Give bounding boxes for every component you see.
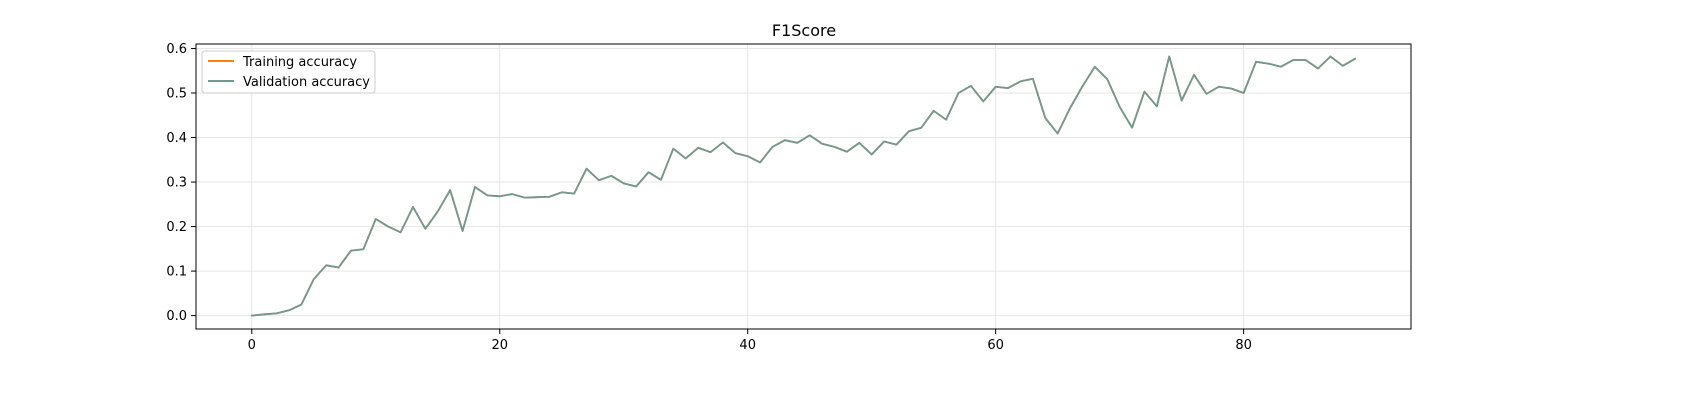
y-tick-label: 0.6 (166, 42, 187, 57)
legend-label-validation: Validation accuracy (243, 75, 370, 90)
series-line-training (250, 55, 1357, 317)
y-tick-label: 0.4 (166, 131, 187, 146)
plot-frame (195, 43, 1412, 330)
x-tick-label: 20 (491, 338, 508, 353)
y-tick-label: 0.5 (166, 86, 187, 101)
legend-box (201, 50, 376, 94)
grid-lines (196, 44, 1411, 329)
legend: Training accuracy Validation accuracy (201, 50, 376, 94)
series-line-validation (250, 55, 1357, 317)
y-tick-label: 0.2 (166, 220, 187, 235)
x-tick-label: 80 (1235, 338, 1252, 353)
y-tick-label: 0.0 (166, 309, 187, 324)
x-tick-label: 60 (987, 338, 1004, 353)
axes: 0 20 40 60 80 0.0 0.1 0.2 0.3 0.4 0.5 0.6 (166, 42, 1412, 353)
legend-label-training: Training accuracy (242, 55, 357, 70)
x-tick-label: 0 (248, 338, 256, 353)
chart-title: F1Score (772, 21, 836, 40)
y-tick-label: 0.3 (166, 176, 187, 191)
y-tick-label: 0.1 (166, 265, 187, 280)
plot-series (250, 55, 1357, 317)
x-tick-label: 40 (739, 338, 756, 353)
